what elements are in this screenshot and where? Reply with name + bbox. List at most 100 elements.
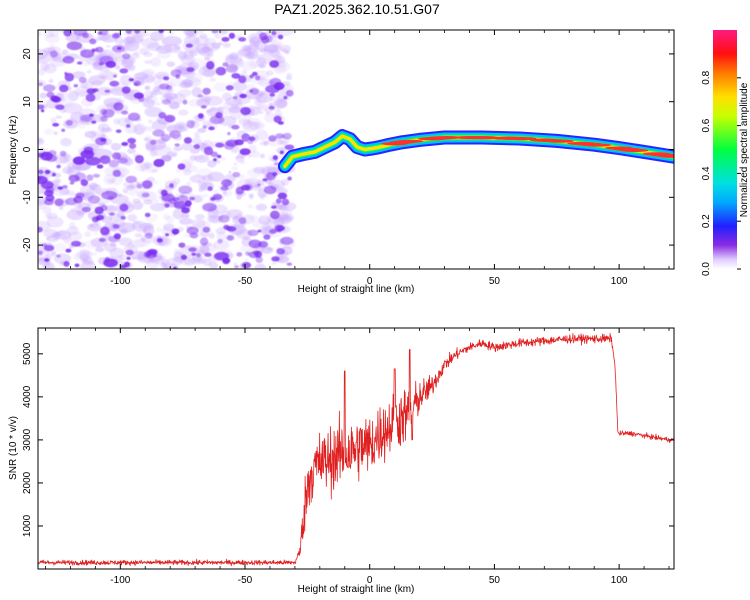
noise-blob (68, 231, 83, 242)
noise-blob (231, 166, 238, 171)
noise-peak (220, 185, 229, 191)
noise-peak (169, 183, 174, 188)
noise-peak (78, 76, 87, 84)
noise-peak (46, 91, 55, 98)
noise-peak (210, 151, 218, 158)
noise-peak (113, 74, 117, 78)
noise-peak (40, 109, 45, 113)
noise-blob (38, 79, 47, 87)
noise-blob (163, 223, 175, 232)
noise-peak (287, 176, 292, 181)
noise-peak (169, 130, 181, 139)
signal-peak (582, 143, 612, 147)
noise-peak (62, 185, 68, 189)
noise-peak (70, 240, 82, 247)
noise-peak (63, 30, 72, 37)
noise-blob (278, 204, 287, 211)
signal-peak (395, 139, 424, 143)
noise-peak (168, 198, 177, 204)
noise-blob (257, 63, 267, 69)
noise-peak (85, 156, 101, 166)
noise-blob (68, 222, 76, 229)
noise-blob (266, 247, 273, 251)
noise-peak (207, 186, 213, 192)
noise-blob (132, 198, 141, 204)
noise-blob (281, 48, 288, 53)
noise-blob (144, 106, 163, 118)
noise-peak (91, 120, 97, 124)
noise-blob (216, 231, 227, 241)
noise-peak (82, 32, 90, 39)
noise-blob (193, 195, 203, 203)
noise-peak (180, 254, 188, 260)
noise-peak (282, 132, 292, 140)
noise-peak (61, 128, 66, 132)
noise-blob (88, 223, 94, 228)
noise-peak (65, 119, 73, 126)
signal-peak (544, 139, 574, 143)
noise-blob (132, 201, 144, 210)
noise-blob (125, 184, 139, 196)
x-tick-label: 50 (489, 575, 501, 586)
noise-peak (59, 150, 67, 157)
noise-peak (94, 206, 104, 215)
noise-peak (189, 196, 196, 201)
noise-peak (200, 105, 207, 109)
noise-blob (44, 264, 51, 268)
x-tick-label: 100 (611, 575, 628, 586)
noise-peak (249, 89, 253, 93)
noise-peak (44, 198, 54, 206)
noise-blob (173, 146, 183, 152)
noise-peak (258, 241, 269, 248)
noise-blob (250, 150, 260, 158)
noise-peak (218, 214, 230, 223)
noise-blob (179, 217, 193, 225)
noise-peak (122, 53, 131, 60)
noise-peak (259, 32, 268, 41)
noise-blob (50, 117, 57, 124)
noise-blob (50, 250, 57, 256)
noise-blob (204, 95, 224, 106)
noise-peak (52, 122, 60, 127)
noise-blob (187, 32, 195, 37)
noise-blob (38, 96, 47, 103)
noise-peak (87, 195, 101, 204)
noise-blob (225, 54, 235, 61)
noise-peak (121, 110, 129, 115)
noise-peak (121, 141, 129, 146)
noise-peak (215, 66, 227, 76)
noise-blob (106, 44, 111, 48)
noise-blob (118, 237, 133, 246)
noise-peak (115, 129, 122, 133)
noise-peak (38, 169, 44, 175)
noise-blob (39, 92, 48, 99)
noise-blob (46, 216, 64, 228)
noise-blob (43, 30, 55, 38)
noise-peak (128, 77, 135, 82)
noise-peak (199, 237, 209, 246)
noise-peak (153, 158, 165, 168)
noise-blob (161, 35, 182, 47)
noise-blob (240, 245, 251, 252)
noise-blob (150, 57, 162, 67)
noise-blob (77, 123, 86, 129)
noise-blob (207, 214, 220, 223)
noise-blob (149, 31, 164, 42)
noise-blob (255, 203, 268, 211)
noise-peak (284, 144, 295, 150)
noise-peak (96, 164, 104, 169)
noise-peak (236, 252, 243, 257)
noise-peak (56, 254, 61, 258)
noise-blob (153, 198, 159, 204)
noise-peak (86, 174, 94, 181)
noise-blob (84, 231, 92, 238)
y-tick-label: -10 (22, 190, 33, 205)
noise-peak (125, 30, 132, 35)
noise-blob (117, 193, 123, 198)
noise-blob (97, 123, 110, 134)
noise-blob (55, 178, 61, 184)
noise-blob (63, 154, 73, 163)
noise-blob (127, 148, 136, 155)
noise-blob (271, 40, 283, 49)
